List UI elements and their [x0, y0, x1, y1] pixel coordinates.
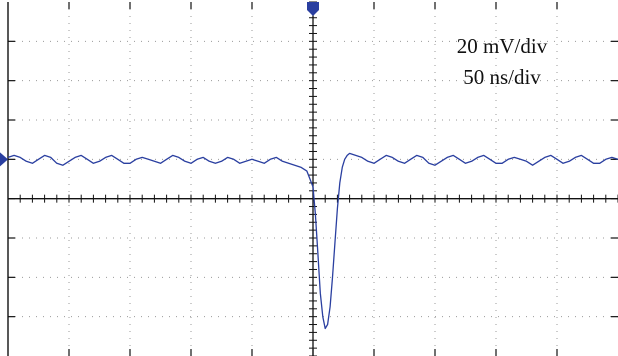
signal-trace — [7, 152, 618, 330]
channel-level-marker — [0, 152, 8, 167]
scale-labels: 20 mV/div 50 ns/div — [457, 34, 548, 89]
trace-layer — [7, 152, 618, 330]
center-axes — [7, 1, 618, 356]
graticule — [8, 2, 618, 356]
vertical-scale-label: 20 mV/div — [457, 34, 548, 58]
trigger-position-marker — [307, 2, 319, 16]
markers — [0, 2, 319, 167]
horizontal-scale-label: 50 ns/div — [463, 65, 541, 89]
